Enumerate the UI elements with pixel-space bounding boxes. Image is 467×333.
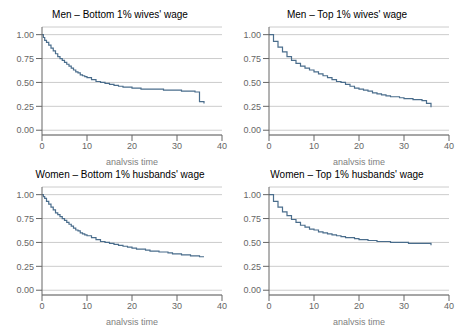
svg-text:1.00: 1.00: [243, 30, 261, 40]
svg-text:analysis time: analysis time: [106, 157, 158, 165]
html-text:Men – Top 1% wives' wage: Men – Top 1% wives' wage: [286, 9, 408, 20]
svg-text:10: 10: [82, 141, 92, 151]
svg-text:0.50: 0.50: [243, 238, 261, 248]
svg-text:0.75: 0.75: [243, 54, 261, 64]
svg-text:0.75: 0.75: [243, 214, 261, 224]
svg-text:0: 0: [39, 301, 44, 311]
svg-text:0: 0: [39, 141, 44, 151]
svg-text:0.00: 0.00: [16, 285, 34, 295]
svg-text:30: 30: [399, 141, 409, 151]
svg-text:20: 20: [127, 301, 137, 311]
svg-text:0.25: 0.25: [243, 102, 261, 112]
svg-text:0.75: 0.75: [16, 54, 34, 64]
svg-text:0.50: 0.50: [16, 78, 34, 88]
svg-text:0.00: 0.00: [243, 285, 261, 295]
svg-text:40: 40: [444, 141, 454, 151]
svg-text:30: 30: [172, 141, 182, 151]
svg-text:30: 30: [399, 301, 409, 311]
svg-text:20: 20: [127, 141, 137, 151]
svg-text:40: 40: [217, 301, 227, 311]
svg-text:1.00: 1.00: [243, 190, 261, 200]
html-text:Men – Bottom 1% wives' wage: Men – Bottom 1% wives' wage: [52, 9, 188, 20]
svg-text:10: 10: [309, 141, 319, 151]
svg-text:20: 20: [354, 301, 364, 311]
svg-text:0: 0: [266, 301, 271, 311]
html-text:Women – Bottom 1% husbands' wa: Women – Bottom 1% husbands' wage: [35, 169, 205, 180]
html-text:Women – Top 1% husbands' wage: Women – Top 1% husbands' wage: [270, 169, 424, 180]
svg-text:1.00: 1.00: [16, 190, 34, 200]
svg-text:30: 30: [172, 301, 182, 311]
svg-text:10: 10: [82, 301, 92, 311]
svg-text:0.50: 0.50: [16, 238, 34, 248]
svg-text:40: 40: [217, 141, 227, 151]
svg-text:40: 40: [444, 301, 454, 311]
svg-text:0.50: 0.50: [243, 78, 261, 88]
svg-text:analysis time: analysis time: [106, 317, 158, 325]
svg-text:20: 20: [354, 141, 364, 151]
svg-text:0.75: 0.75: [16, 214, 34, 224]
svg-text:analysis time: analysis time: [333, 317, 385, 325]
svg-text:0: 0: [266, 141, 271, 151]
svg-text:0.25: 0.25: [243, 262, 261, 272]
svg-text:0.00: 0.00: [243, 125, 261, 135]
svg-text:0.25: 0.25: [16, 102, 34, 112]
svg-text:10: 10: [309, 301, 319, 311]
svg-text:0.25: 0.25: [16, 262, 34, 272]
svg-text:0.00: 0.00: [16, 125, 34, 135]
svg-text:1.00: 1.00: [16, 30, 34, 40]
svg-text:analysis time: analysis time: [333, 157, 385, 165]
